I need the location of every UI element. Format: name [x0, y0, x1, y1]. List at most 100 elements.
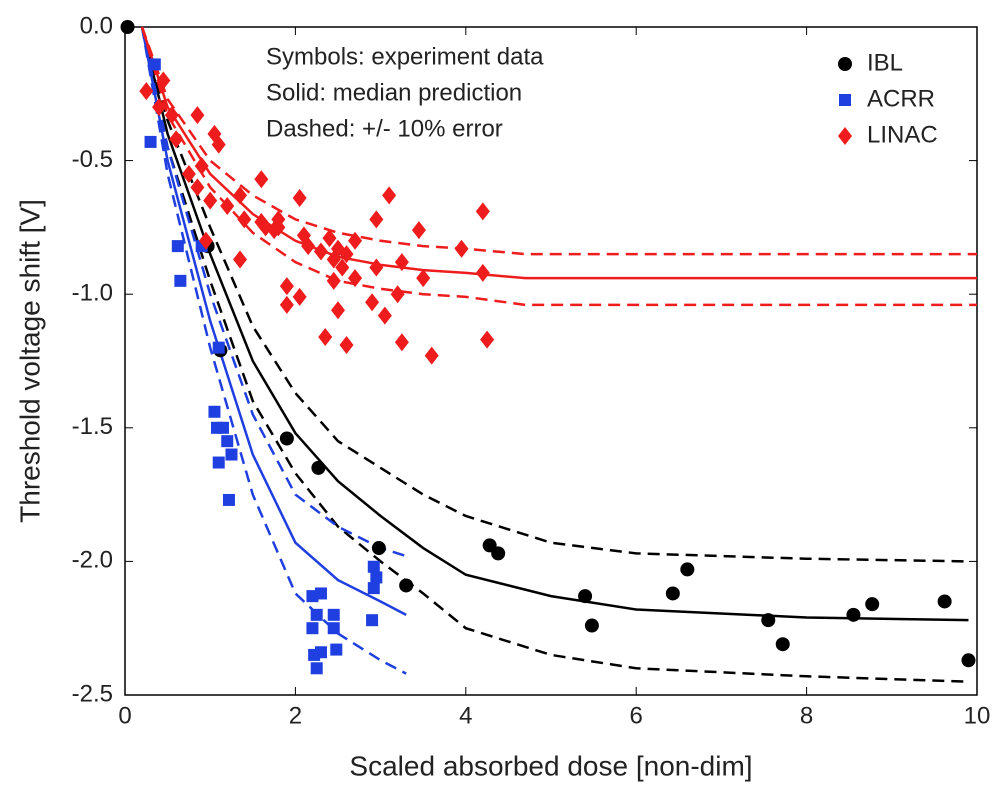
marker: [491, 546, 506, 561]
marker: [665, 586, 680, 601]
marker: [339, 245, 354, 264]
marker: [152, 98, 167, 117]
marker: [846, 607, 861, 622]
marker: [164, 106, 179, 125]
marker: [292, 287, 307, 306]
legend-label: ACRR: [867, 85, 935, 112]
marker: [198, 231, 213, 250]
marker: [326, 271, 341, 290]
marker: [271, 218, 286, 237]
marker: [190, 106, 205, 125]
marker: [371, 541, 386, 556]
legend-label: LINAC: [867, 121, 938, 148]
marker: [961, 653, 976, 668]
x-tick-label: 4: [459, 702, 472, 729]
marker: [292, 189, 307, 208]
marker: [208, 405, 221, 418]
marker: [318, 327, 333, 346]
marker: [377, 306, 392, 325]
marker: [369, 258, 384, 277]
annotation: Solid: median prediction: [266, 79, 522, 106]
marker: [313, 242, 328, 261]
marker: [339, 335, 354, 354]
marker: [190, 178, 205, 197]
marker: [221, 435, 234, 448]
marker: [306, 622, 319, 635]
prediction-line: [140, 26, 407, 558]
prediction-line: [140, 26, 969, 622]
y-tick-label: -0.5: [72, 146, 113, 173]
marker: [424, 346, 439, 365]
annotation: Symbols: experiment data: [266, 43, 544, 70]
prediction-line: [140, 26, 407, 675]
marker: [310, 662, 323, 675]
marker: [211, 135, 226, 154]
marker: [937, 594, 952, 609]
marker: [365, 293, 380, 312]
marker: [416, 269, 431, 288]
marker: [301, 237, 316, 256]
marker: [390, 285, 405, 304]
marker: [139, 82, 154, 101]
marker: [394, 333, 409, 352]
prediction-line: [140, 26, 407, 616]
marker: [584, 618, 599, 633]
marker: [174, 274, 187, 287]
marker: [194, 156, 209, 175]
marker: [279, 277, 294, 296]
legend-marker: [838, 57, 852, 71]
marker: [480, 330, 495, 349]
marker: [367, 560, 380, 573]
marker: [366, 614, 379, 627]
y-tick-label: -1.0: [72, 280, 113, 307]
prediction-line: [140, 26, 977, 256]
prediction-line: [140, 26, 969, 683]
marker: [348, 269, 363, 288]
legend-label: IBL: [867, 49, 903, 76]
marker: [348, 231, 363, 250]
y-tick-label: -1.5: [72, 413, 113, 440]
marker: [314, 587, 327, 600]
marker: [399, 578, 414, 593]
marker: [156, 71, 171, 90]
marker: [144, 135, 157, 148]
marker: [233, 186, 248, 205]
marker: [181, 164, 196, 183]
marker: [279, 295, 294, 314]
marker: [311, 460, 326, 475]
marker: [369, 210, 384, 229]
legend-marker: [839, 94, 851, 106]
marker: [169, 130, 184, 149]
marker: [680, 562, 695, 577]
y-axis-label: Threshold voltage shift [V]: [14, 199, 45, 523]
marker: [279, 431, 294, 446]
marker: [454, 239, 469, 258]
x-tick-label: 0: [118, 702, 131, 729]
marker: [310, 608, 323, 621]
y-tick-label: 0.0: [80, 12, 113, 39]
x-tick-label: 6: [630, 702, 643, 729]
marker: [382, 186, 397, 205]
x-tick-label: 8: [800, 702, 813, 729]
marker: [761, 613, 776, 628]
marker: [148, 58, 161, 71]
marker: [327, 608, 340, 621]
marker: [233, 250, 248, 269]
annotation: Dashed: +/- 10% error: [266, 115, 503, 142]
marker: [578, 589, 593, 604]
marker: [475, 263, 490, 282]
marker: [203, 191, 218, 210]
marker: [411, 221, 426, 240]
prediction-line: [140, 26, 969, 563]
prediction-line: [140, 26, 977, 307]
marker: [865, 597, 880, 612]
marker: [216, 421, 229, 434]
marker: [394, 253, 409, 272]
marker: [254, 170, 269, 189]
x-tick-label: 10: [964, 702, 991, 729]
x-tick-label: 2: [289, 702, 302, 729]
marker: [222, 493, 235, 506]
marker: [120, 20, 135, 34]
marker: [330, 643, 343, 656]
